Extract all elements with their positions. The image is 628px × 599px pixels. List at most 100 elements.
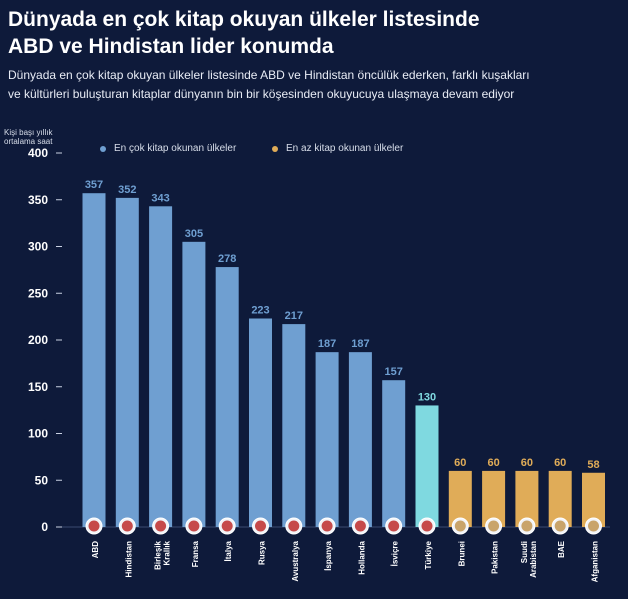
flag-icon-fill <box>388 520 400 532</box>
y-tick-label: 350 <box>28 193 48 207</box>
bar <box>448 470 472 527</box>
x-category-label: BirleşikKrallık <box>154 540 172 569</box>
bar <box>582 472 605 527</box>
bar-value-label: 60 <box>487 457 499 469</box>
x-category-label: Hollanda <box>357 540 366 574</box>
bar-value-label: 157 <box>385 366 403 378</box>
bar <box>415 405 439 527</box>
flag-icon-fill <box>588 520 599 532</box>
x-category-label-line: Afganistan <box>591 541 600 582</box>
x-category-label-line: Türkiye <box>424 540 433 569</box>
x-category-label-line: Rusya <box>258 540 267 565</box>
bar <box>382 380 406 527</box>
x-category-label-line: ABD <box>91 541 100 559</box>
legend-label-most: En çok kitap okunan ülkeler <box>114 143 237 154</box>
y-tick-label: 150 <box>28 380 48 394</box>
bar-value-label: 60 <box>454 457 466 469</box>
x-category-label-line: Fransa <box>191 540 200 567</box>
bar-value-label: 343 <box>151 192 169 204</box>
x-category-label-line: Hindistan <box>124 541 133 578</box>
flag-icon-fill <box>255 520 266 532</box>
bar-value-label: 217 <box>285 310 303 322</box>
x-category-label: Hindistan <box>124 541 133 578</box>
flag-icon-fill <box>554 520 566 532</box>
bar-value-label: 60 <box>521 457 533 469</box>
bar <box>315 352 339 527</box>
x-category-label-line: Krallık <box>163 540 172 565</box>
flag-icon-fill <box>454 520 466 532</box>
bar <box>215 267 239 527</box>
flag-icon-fill <box>121 520 133 532</box>
bar <box>515 470 539 527</box>
bar <box>548 470 572 527</box>
x-category-label: BAE <box>557 540 566 558</box>
x-category-label: Fransa <box>191 540 200 567</box>
y-tick-label: 0 <box>41 520 48 534</box>
legend-label-least: En az kitap okunan ülkeler <box>286 143 404 154</box>
subtitle-line-2: ve kültürleri buluşturan kitaplar dünyan… <box>8 87 515 101</box>
x-category-label-line: İspanya <box>324 540 333 570</box>
x-category-label: Pakistan <box>491 541 500 574</box>
x-category-label: Afganistan <box>591 541 600 582</box>
y-tick-label: 200 <box>28 333 48 347</box>
bar <box>182 241 206 527</box>
x-category-label-line: BAE <box>557 540 566 558</box>
y-tick-label: 300 <box>28 240 48 254</box>
bar-value-label: 305 <box>185 228 203 240</box>
flag-icon-fill <box>88 520 100 532</box>
x-category-label-line: Avustralya <box>291 540 300 581</box>
legend-item-least: En az kitap okunan ülkeler <box>272 143 403 154</box>
flag-icon-fill <box>288 520 300 532</box>
flag-icon-fill <box>421 520 433 532</box>
x-category-label: Avustralya <box>291 540 300 581</box>
legend-item-most: En çok kitap okunan ülkeler <box>100 143 236 154</box>
y-tick-label: 250 <box>28 286 48 300</box>
bar <box>348 352 372 527</box>
bar-value-label: 223 <box>251 304 269 316</box>
bar-value-label: 187 <box>318 338 336 350</box>
x-category-label-line: Suudi <box>520 541 529 563</box>
y-tick-label: 400 <box>28 146 48 160</box>
x-category-label-line: İsviçre <box>391 540 400 566</box>
y-tick-label: 50 <box>35 473 49 487</box>
x-category-label: İtalya <box>224 540 233 561</box>
bar-value-label: 130 <box>418 391 436 403</box>
x-category-label: ABD <box>91 541 100 559</box>
bar-value-label: 357 <box>85 179 103 191</box>
y-axis-label: Kişi başı yıllık ortalama saat <box>4 128 53 146</box>
chart-title: Dünyada en çok kitap okuyan ülkeler list… <box>8 6 618 60</box>
bar-value-label: 352 <box>118 184 136 196</box>
chart-subtitle: Dünyada en çok kitap okuyan ülkeler list… <box>8 66 620 104</box>
bar <box>115 197 139 527</box>
bar <box>249 318 272 527</box>
flag-icon-fill <box>221 520 233 532</box>
title-line-2: ABD ve Hindistan lider konumda <box>8 35 334 58</box>
x-category-label-line: Birleşik <box>154 540 163 569</box>
subtitle-line-1: Dünyada en çok kitap okuyan ülkeler list… <box>8 68 530 82</box>
x-category-label: İsviçre <box>391 540 400 566</box>
flag-icon-fill <box>188 520 200 532</box>
x-category-label: SuudiArabistan <box>520 541 538 578</box>
bar <box>82 193 106 527</box>
flag-icon-fill <box>321 520 333 532</box>
x-category-label-line: Brunei <box>457 541 466 566</box>
bar <box>149 206 173 528</box>
x-category-label: İspanya <box>324 540 333 570</box>
x-category-label-line: Pakistan <box>491 541 500 574</box>
x-category-label-line: Arabistan <box>529 541 538 578</box>
y-tick-label: 100 <box>28 427 48 441</box>
x-category-label-line: Hollanda <box>357 540 366 574</box>
x-category-label: Brunei <box>457 541 466 566</box>
bar-value-label: 58 <box>587 459 599 471</box>
flag-icon-fill <box>521 520 533 532</box>
x-category-label: Rusya <box>258 540 267 565</box>
flag-icon-fill <box>155 520 167 532</box>
flag-icon-fill <box>488 520 500 532</box>
legend-dot-most <box>100 145 106 152</box>
x-category-label-line: İtalya <box>224 540 233 561</box>
bar-value-label: 187 <box>351 338 369 350</box>
bar <box>482 470 506 527</box>
bar-value-label: 278 <box>218 253 236 265</box>
legend-dot-least <box>272 145 278 152</box>
